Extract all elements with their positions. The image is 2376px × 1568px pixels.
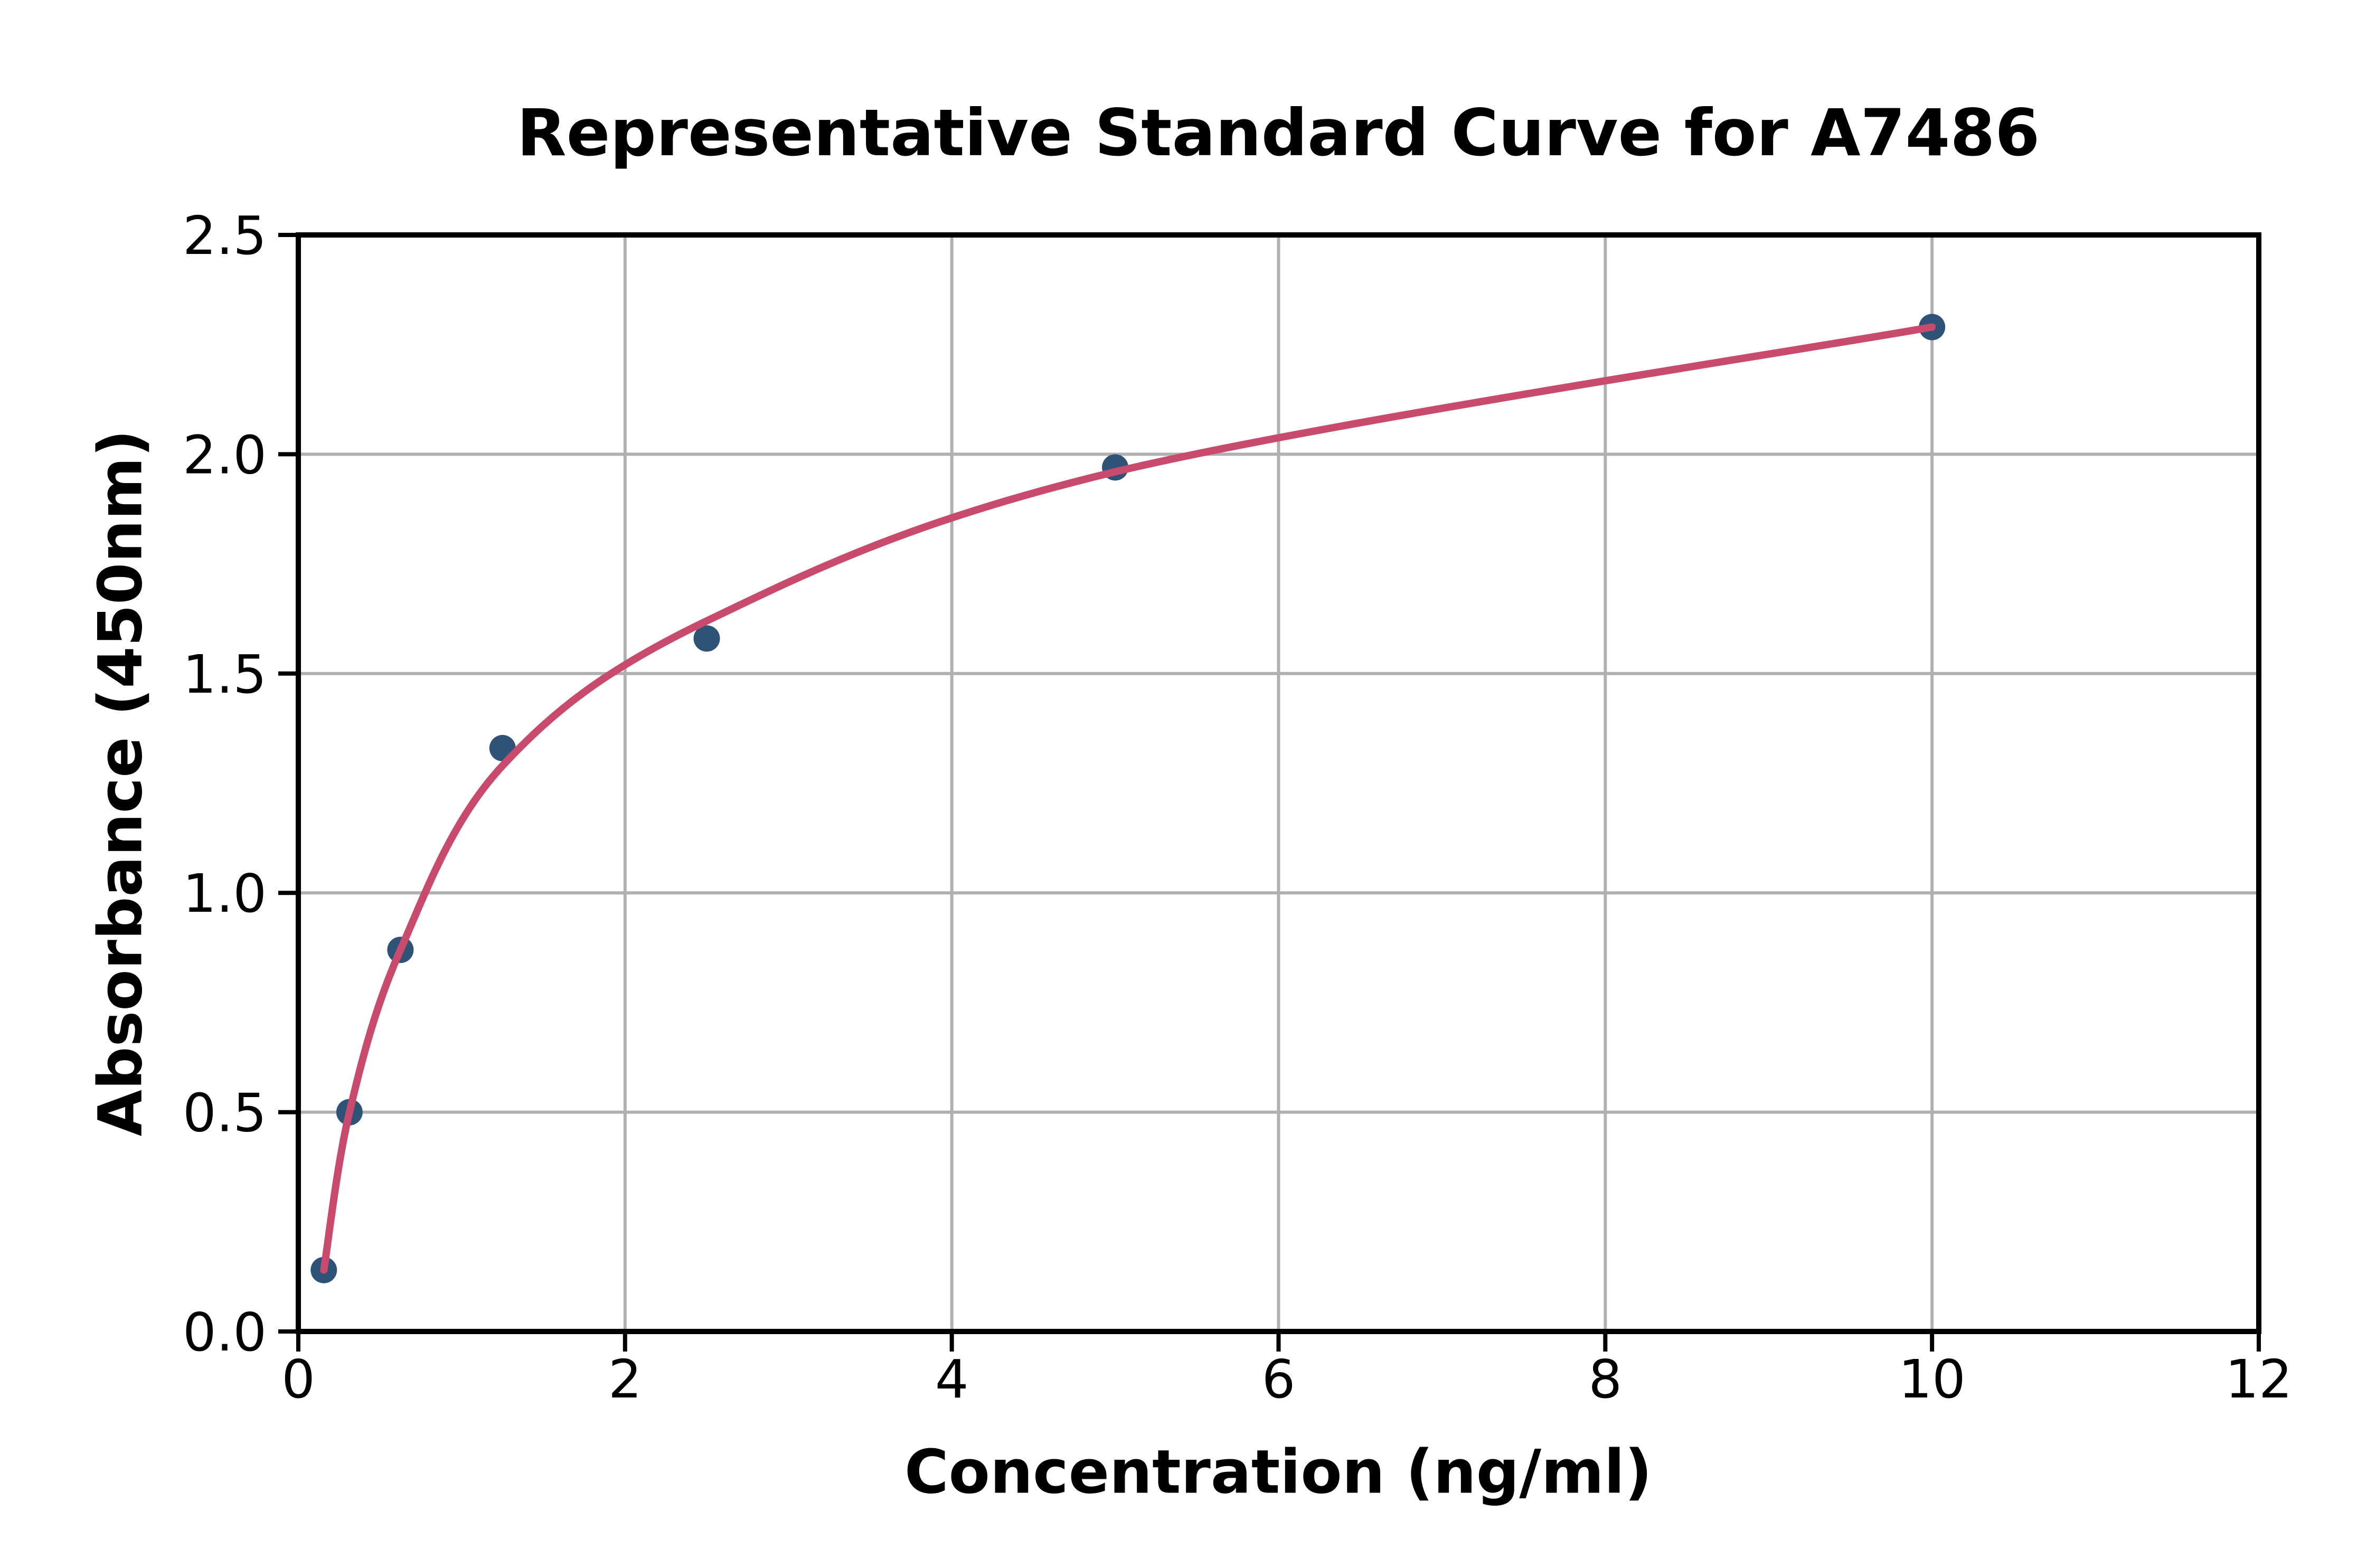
y-tick-label-1.5: 1.5 bbox=[183, 644, 267, 705]
axes-layer bbox=[278, 232, 2261, 1352]
x-tick-label-4: 4 bbox=[935, 1348, 969, 1410]
y-tick-label-0.5: 0.5 bbox=[183, 1082, 267, 1144]
fit-curve bbox=[320, 323, 1936, 1274]
y-tick-label-2.5: 2.5 bbox=[183, 205, 267, 267]
chart-title: Representative Standard Curve for A7486 bbox=[516, 96, 2040, 171]
x-tick-label-12: 12 bbox=[2225, 1348, 2292, 1410]
x-tick-label-8: 8 bbox=[1589, 1348, 1623, 1410]
y-axis-label: Absorbance (450nm) bbox=[85, 429, 156, 1137]
x-tick-label-10: 10 bbox=[1899, 1348, 1966, 1410]
y-tick-label-1: 1.0 bbox=[183, 863, 267, 924]
data-point-2.5 bbox=[693, 625, 720, 652]
x-tick-label-2: 2 bbox=[608, 1348, 642, 1410]
scatter-series bbox=[310, 314, 1946, 1283]
curve-series bbox=[320, 323, 1936, 1274]
y-tick-label-0: 0.0 bbox=[183, 1301, 267, 1363]
grid-layer bbox=[297, 233, 2260, 1333]
x-tick-label-6: 6 bbox=[1262, 1348, 1296, 1410]
x-axis-label: Concentration (ng/ml) bbox=[904, 1437, 1653, 1507]
y-tick-label-2: 2.0 bbox=[183, 424, 267, 486]
tick-label-layer: 0 2 4 6 8 10 12 0.0 0.5 1.0 1.5 2.0 2.5 bbox=[183, 205, 2293, 1410]
x-tick-label-0: 0 bbox=[281, 1348, 315, 1410]
